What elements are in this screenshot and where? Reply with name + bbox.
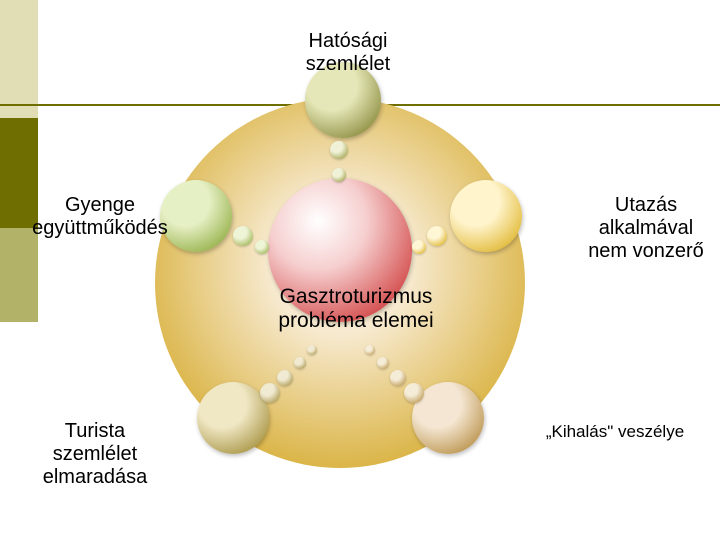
decor-bubble-13 — [365, 345, 375, 355]
label-br-l1: „Kihalás" veszélye — [546, 422, 684, 441]
node-right — [450, 180, 522, 252]
decor-bubble-9 — [307, 345, 317, 355]
decor-bubble-4 — [427, 226, 447, 246]
label-right: Utazás alkalmával nem vonzerő — [576, 194, 716, 263]
label-top: Hatósági szemlélet — [288, 30, 408, 76]
label-bottomright: „Kihalás" veszélye — [520, 422, 710, 442]
decor-bubble-6 — [260, 383, 280, 403]
decor-bubble-10 — [404, 383, 424, 403]
center-title-l1: Gasztroturizmus — [280, 285, 433, 308]
label-right-l3: nem vonzerő — [588, 240, 704, 262]
decor-bubble-5 — [412, 240, 426, 254]
sidebar-seg-2 — [0, 228, 38, 322]
label-left-l2: együttműködés — [32, 217, 168, 239]
decor-bubble-8 — [294, 357, 306, 369]
label-top-l2: szemlélet — [306, 53, 390, 75]
decor-bubble-11 — [390, 370, 406, 386]
decor-bubble-12 — [377, 357, 389, 369]
node-bottomleft — [197, 382, 269, 454]
label-bl-l1: Turista — [65, 420, 125, 442]
sidebar-seg-0 — [0, 0, 38, 118]
label-right-l1: Utazás — [615, 194, 677, 216]
decor-bubble-7 — [277, 370, 293, 386]
label-bl-l2: szemlélet — [53, 443, 137, 465]
label-bottomleft: Turista szemlélet elmaradása — [30, 420, 160, 489]
label-left-l1: Gyenge — [65, 194, 135, 216]
decor-bubble-3 — [255, 240, 269, 254]
decor-bubble-0 — [330, 141, 348, 159]
label-bl-l3: elmaradása — [43, 466, 148, 488]
center-title-l2: probléma elemei — [278, 309, 433, 332]
label-left: Gyenge együttműködés — [30, 194, 170, 240]
label-top-l1: Hatósági — [309, 30, 388, 52]
center-title: Gasztroturizmus probléma elemei — [256, 285, 456, 333]
decor-bubble-1 — [332, 168, 346, 182]
label-right-l2: alkalmával — [599, 217, 693, 239]
node-left — [160, 180, 232, 252]
decor-bubble-2 — [233, 226, 253, 246]
